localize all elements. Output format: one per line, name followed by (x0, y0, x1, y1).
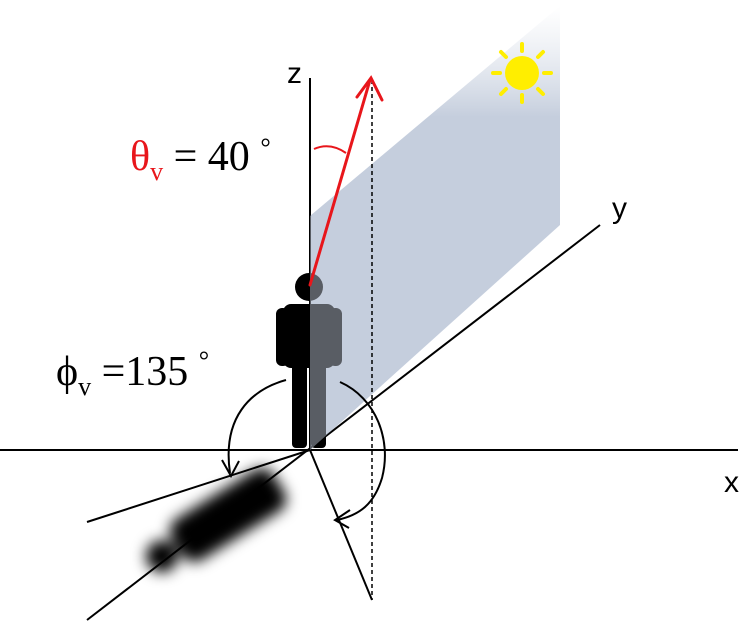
shadow-icon (145, 468, 287, 573)
phi-label: ϕv =135 ° (56, 346, 209, 401)
ground-projection-line (309, 449, 373, 601)
theta-label: θv = 40 ° (130, 133, 271, 186)
sun-icon (491, 42, 553, 104)
shadow-direction-line (86, 449, 311, 523)
phi-arc-left-arrowhead (221, 459, 240, 479)
theta-value: = 40 (163, 134, 260, 180)
phi-arc-right-arrowhead (333, 509, 351, 529)
view-vector-arrow (308, 75, 384, 287)
person-icon (276, 273, 342, 448)
theta-unit: ° (260, 133, 270, 162)
y-axis-line (86, 224, 601, 621)
phi-unit: ° (199, 346, 209, 375)
theta-arc (313, 145, 347, 154)
phi-value: =135 (91, 349, 199, 395)
x-axis-label: x (724, 466, 739, 499)
z-axis-label: z (287, 57, 302, 90)
phi-subscript: v (78, 372, 91, 401)
theta-symbol: θ (130, 134, 150, 180)
plane-overlay (310, 174, 360, 450)
phi-arc-right (336, 381, 386, 521)
y-axis-label: y (612, 192, 627, 225)
theta-subscript: v (150, 157, 163, 186)
phi-symbol: ϕ (56, 349, 78, 395)
phi-arc-left (227, 379, 287, 474)
